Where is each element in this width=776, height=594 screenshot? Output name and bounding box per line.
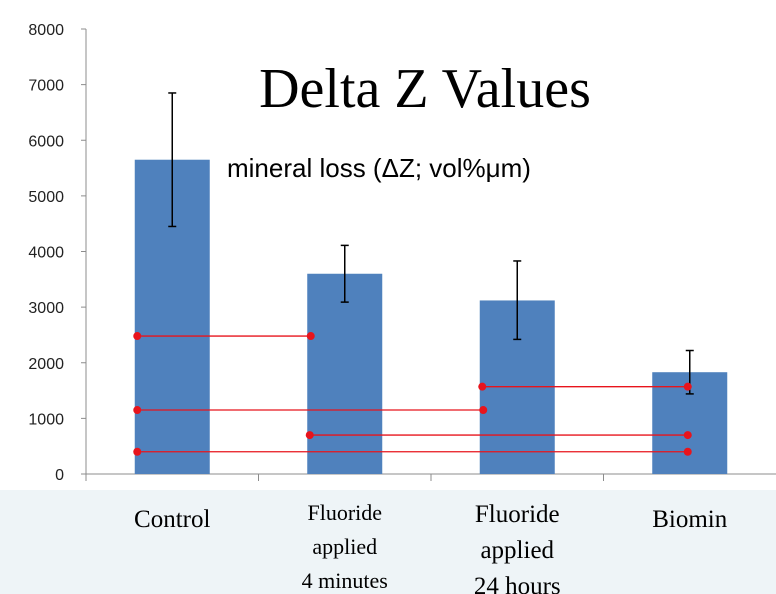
y-tick-label: 4000 (28, 245, 64, 262)
category-label-line: 24 hours (474, 573, 561, 594)
category-label: Biomin (652, 506, 728, 533)
significance-dot (478, 382, 487, 391)
significance-dot (479, 406, 488, 415)
category-label-line: applied (312, 534, 377, 559)
chart-title: Delta Z Values (259, 58, 591, 120)
y-tick-label: 5000 (28, 189, 64, 206)
y-tick-label: 2000 (28, 356, 64, 373)
significance-dot (133, 406, 142, 415)
category-labels: Control Fluoride applied 4 minutes Fluoride a… (134, 500, 728, 594)
y-tick-label: 6000 (28, 133, 64, 150)
y-tick-label: 7000 (28, 78, 64, 95)
significance-dot (683, 431, 692, 440)
category-label: Fluoride applied 4 minutes (302, 500, 388, 593)
y-tick-label: 0 (55, 467, 64, 484)
category-label-line: Control (134, 506, 210, 533)
bar (307, 273, 383, 474)
error-bars (168, 92, 694, 395)
y-axis-ticks: 0 1000 2000 3000 4000 5000 6000 7000 8000 (28, 22, 86, 484)
significance-dot (305, 431, 314, 440)
category-label-line: applied (480, 537, 554, 564)
significance-dot (683, 447, 692, 456)
significance-brackets (133, 332, 692, 456)
category-label-band (0, 490, 776, 594)
y-tick-label: 1000 (28, 411, 64, 428)
significance-dot (133, 332, 142, 341)
category-label-line: Fluoride (475, 501, 560, 528)
category-label-line: 4 minutes (302, 568, 388, 593)
category-label-line: Biomin (652, 506, 728, 533)
category-label: Fluoride applied 24 hours (474, 501, 561, 594)
y-tick-label: 3000 (28, 300, 64, 317)
category-label: Control (134, 506, 210, 533)
category-label-line: Fluoride (307, 500, 382, 525)
significance-dot (306, 332, 315, 341)
x-axis-ticks (85, 474, 604, 481)
chart-subtitle: mineral loss (ΔZ; vol%μm) (227, 153, 531, 183)
y-tick-label: 8000 (28, 22, 64, 39)
significance-dot (133, 447, 142, 456)
bars (134, 159, 728, 474)
significance-dot (683, 382, 692, 391)
